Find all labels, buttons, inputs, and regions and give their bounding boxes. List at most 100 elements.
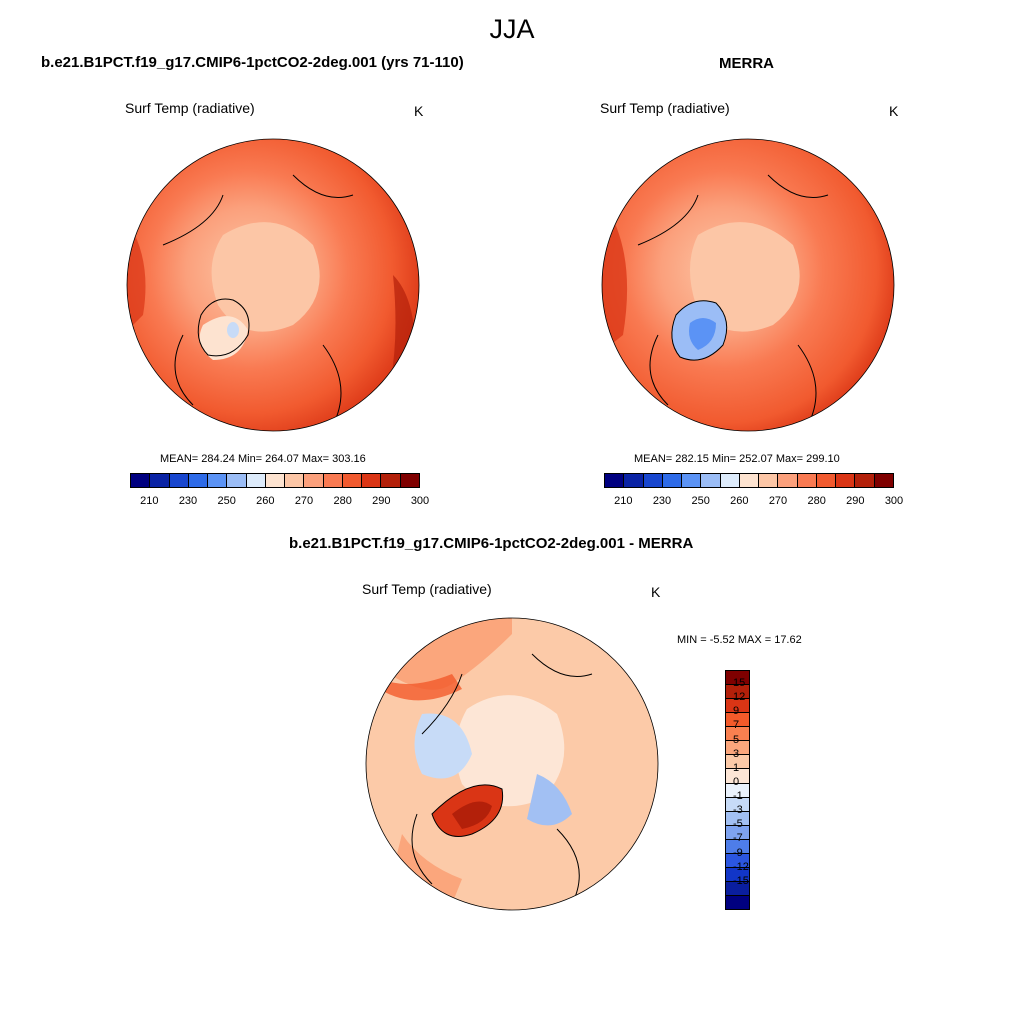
obs-colorbar-swatch bbox=[759, 474, 779, 487]
diff-colorbar-tick-label: 5 bbox=[733, 733, 740, 746]
model-colorbar-swatch bbox=[227, 474, 247, 487]
obs-colorbar-swatch bbox=[662, 474, 683, 487]
diff-colorbar-swatch bbox=[726, 685, 749, 700]
diff-colorbar-tick-label: 9 bbox=[733, 705, 740, 718]
diff-variable-label: Surf Temp (radiative) bbox=[362, 581, 492, 597]
figure-title: JJA bbox=[489, 14, 535, 44]
model-stats: MEAN= 284.24 Min= 264.07 Max= 303.16 bbox=[160, 453, 366, 465]
model-colorbar-swatch bbox=[169, 474, 189, 487]
diff-colorbar-swatch bbox=[726, 755, 749, 770]
diff-colorbar-swatch bbox=[726, 881, 749, 896]
diff-colorbar-swatch bbox=[726, 741, 749, 756]
obs-colorbar-swatch bbox=[605, 474, 625, 487]
diff-units-label: K bbox=[651, 584, 661, 600]
diff-colorbar-swatch bbox=[726, 867, 749, 882]
model-colorbar-tick-label: 210 bbox=[140, 495, 159, 507]
diff-colorbar-swatch bbox=[726, 797, 749, 812]
diff-colorbar-tick-label: -5 bbox=[733, 818, 743, 831]
diff-colorbar-tick-label: 12 bbox=[733, 691, 746, 704]
diff-colorbar-ticks: 15 12 9 7 5 3 1 0 -1 -3 -5 -7 -9 -12 -15 bbox=[733, 670, 793, 910]
model-colorbar-tick-label: 260 bbox=[256, 495, 275, 507]
obs-colorbar-swatch bbox=[778, 474, 798, 487]
diff-colorbar-tick-label: 7 bbox=[733, 719, 740, 732]
obs-colorbar-tick-label: 270 bbox=[768, 495, 788, 507]
diff-colorbar-swatch bbox=[726, 713, 749, 728]
diff-colorbar-tick-label: -3 bbox=[733, 804, 743, 817]
obs-colorbar bbox=[604, 473, 894, 488]
obs-variable-label: Surf Temp (radiative) bbox=[600, 100, 730, 116]
diff-polar-map bbox=[365, 617, 659, 911]
model-colorbar-swatch bbox=[304, 474, 324, 487]
diff-panel-title: b.e21.B1PCT.f19_g17.CMIP6-1pctCO2-2deg.0… bbox=[289, 535, 694, 552]
obs-colorbar-swatch bbox=[797, 474, 817, 487]
obs-colorbar-swatch bbox=[816, 474, 837, 487]
obs-colorbar-swatch bbox=[739, 474, 760, 487]
diff-colorbar-tick-label: 3 bbox=[733, 747, 740, 760]
diff-colorbar-tick-label: 1 bbox=[733, 761, 740, 774]
obs-colorbar-tick-label: 300 bbox=[884, 495, 904, 507]
diff-colorbar-swatch bbox=[726, 727, 749, 742]
model-colorbar-ticks: 210 230 250 260 270 280 290 300 bbox=[130, 495, 429, 509]
diff-colorbar-tick-label: -7 bbox=[733, 832, 743, 845]
obs-stats: MEAN= 282.15 Min= 252.07 Max= 299.10 bbox=[634, 453, 840, 465]
diff-colorbar-swatch bbox=[726, 671, 749, 686]
obs-colorbar-tick-label: 260 bbox=[730, 495, 749, 507]
model-colorbar-swatch bbox=[362, 474, 382, 487]
obs-colorbar-ticks: 210 230 250 260 270 280 290 300 bbox=[604, 495, 903, 509]
model-polar-map bbox=[126, 138, 420, 432]
diff-stats: MIN = -5.52 MAX = 17.62 bbox=[677, 634, 802, 646]
model-colorbar-swatch bbox=[342, 474, 363, 487]
model-colorbar-tick-label: 250 bbox=[217, 495, 236, 507]
diff-colorbar-tick-label: 15 bbox=[733, 677, 746, 690]
obs-units-label: K bbox=[889, 103, 899, 119]
obs-colorbar-swatch bbox=[624, 474, 644, 487]
obs-colorbar-swatch bbox=[836, 474, 856, 487]
obs-colorbar-swatch bbox=[643, 474, 663, 487]
obs-colorbar-swatch bbox=[720, 474, 740, 487]
diff-colorbar-tick-label: 0 bbox=[733, 775, 740, 788]
model-colorbar-swatch bbox=[208, 474, 228, 487]
diff-colorbar-swatch bbox=[726, 896, 749, 910]
model-colorbar-swatch bbox=[265, 474, 286, 487]
diff-colorbar-tick-label: -12 bbox=[733, 860, 749, 873]
diff-colorbar bbox=[725, 670, 750, 910]
diff-colorbar-swatch bbox=[726, 699, 749, 714]
obs-colorbar-tick-label: 230 bbox=[652, 495, 672, 507]
obs-colorbar-tick-label: 290 bbox=[846, 495, 865, 507]
diff-colorbar-swatch bbox=[726, 839, 749, 854]
obs-colorbar-swatch bbox=[874, 474, 893, 487]
model-colorbar-swatch bbox=[323, 474, 343, 487]
model-colorbar-swatch bbox=[246, 474, 266, 487]
model-colorbar-tick-label: 300 bbox=[410, 495, 430, 507]
diff-colorbar-tick-label: -1 bbox=[733, 790, 743, 803]
diff-colorbar-swatch bbox=[726, 825, 749, 840]
model-colorbar-tick-label: 280 bbox=[333, 495, 352, 507]
model-colorbar-swatch bbox=[381, 474, 401, 487]
model-colorbar-swatch bbox=[131, 474, 151, 487]
model-colorbar-tick-label: 270 bbox=[294, 495, 314, 507]
diff-colorbar-tick-label: -9 bbox=[733, 846, 743, 859]
obs-colorbar-swatch bbox=[682, 474, 702, 487]
model-colorbar bbox=[130, 473, 420, 488]
diff-colorbar-tick-label: -15 bbox=[733, 874, 749, 887]
diff-colorbar-swatch bbox=[726, 811, 749, 826]
diff-colorbar-swatch bbox=[726, 769, 749, 784]
model-colorbar-tick-label: 230 bbox=[178, 495, 198, 507]
obs-colorbar-tick-label: 280 bbox=[807, 495, 826, 507]
model-colorbar-swatch bbox=[400, 474, 419, 487]
model-variable-label: Surf Temp (radiative) bbox=[125, 100, 255, 116]
model-colorbar-swatch bbox=[150, 474, 170, 487]
obs-panel-title: MERRA bbox=[719, 55, 774, 72]
model-colorbar-tick-label: 290 bbox=[372, 495, 391, 507]
model-colorbar-swatch bbox=[188, 474, 209, 487]
obs-colorbar-swatch bbox=[855, 474, 875, 487]
model-colorbar-swatch bbox=[285, 474, 305, 487]
obs-colorbar-swatch bbox=[701, 474, 721, 487]
obs-colorbar-tick-label: 210 bbox=[614, 495, 633, 507]
diff-colorbar-swatch bbox=[726, 853, 749, 868]
model-units-label: K bbox=[414, 103, 424, 119]
obs-polar-map bbox=[601, 138, 895, 432]
model-panel-title: b.e21.B1PCT.f19_g17.CMIP6-1pctCO2-2deg.0… bbox=[41, 54, 464, 71]
diff-colorbar-swatch bbox=[726, 783, 749, 798]
obs-colorbar-tick-label: 250 bbox=[691, 495, 710, 507]
